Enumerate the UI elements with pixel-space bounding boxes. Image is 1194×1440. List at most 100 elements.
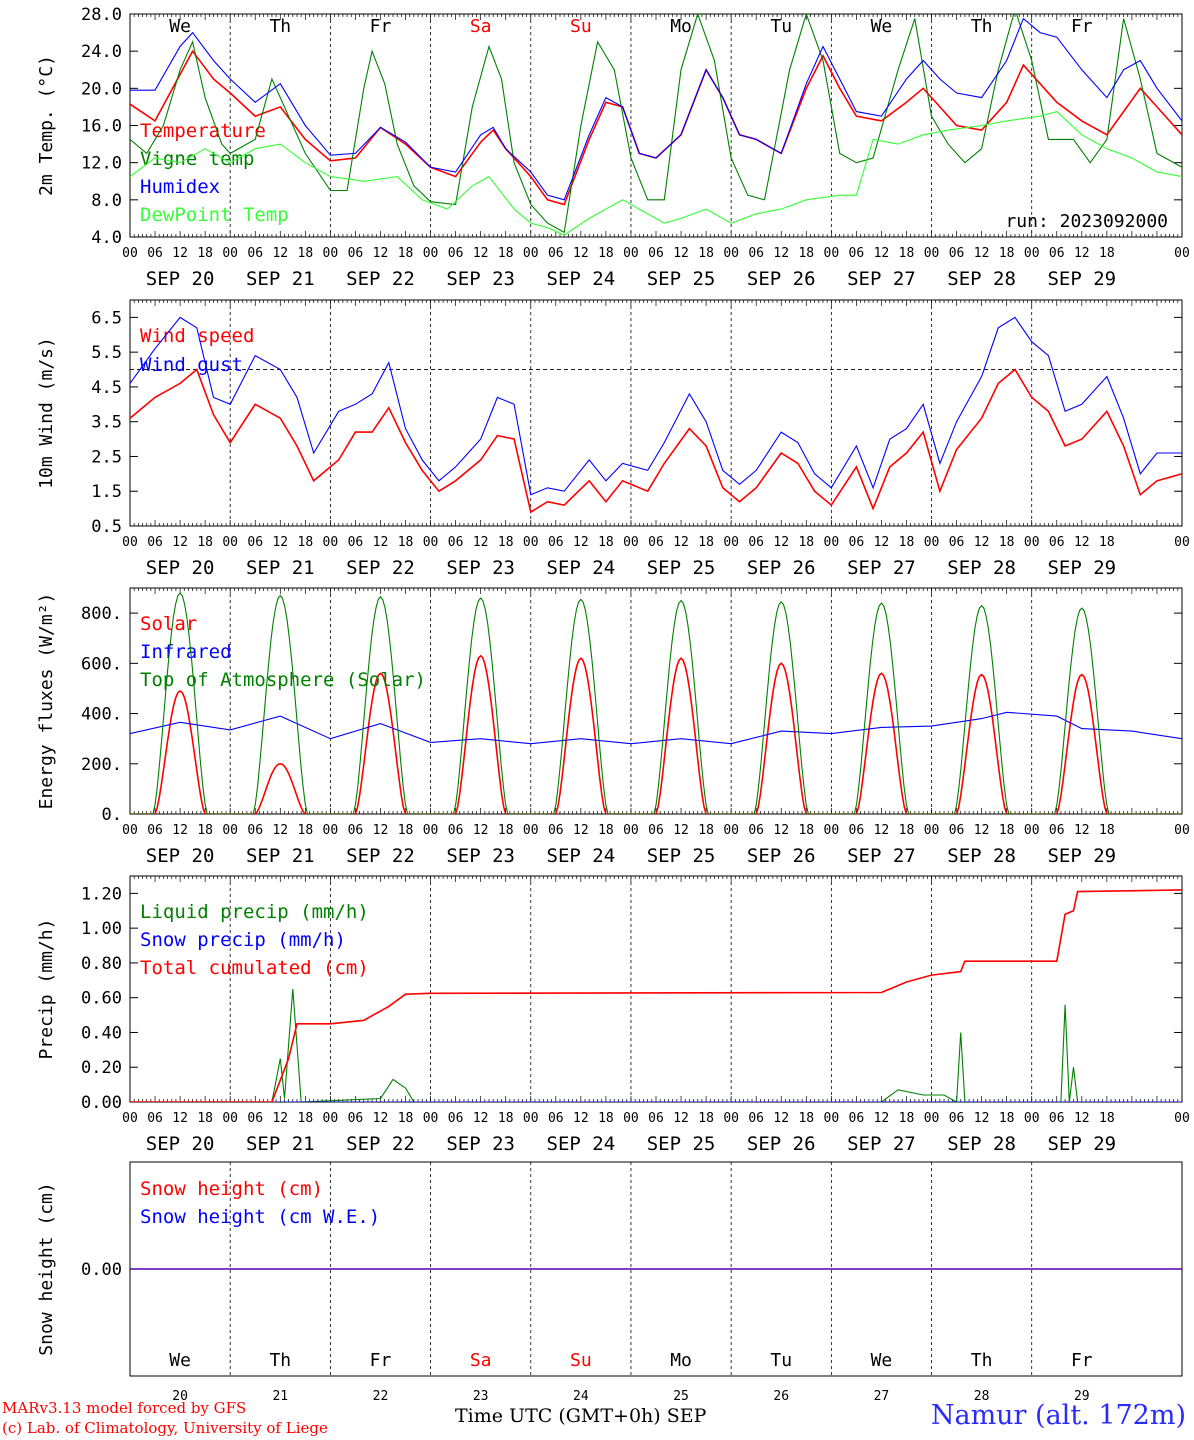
hour-label: 00: [122, 823, 138, 838]
weekday-label: Th: [269, 16, 291, 37]
hour-label: 12: [373, 1111, 389, 1126]
plot-frame: [129, 299, 1183, 527]
hour-label: 12: [473, 535, 489, 550]
hour-label: 06: [448, 246, 464, 261]
hour-label: 06: [648, 823, 664, 838]
hour-label: 18: [1099, 1111, 1115, 1126]
hour-label: 00: [323, 535, 339, 550]
date-label: SEP 29: [1047, 1133, 1116, 1155]
hour-label: 06: [247, 1111, 263, 1126]
hour-label: 12: [874, 823, 890, 838]
hour-label: 12: [974, 823, 990, 838]
day-number: 28: [974, 1389, 990, 1404]
hour-label: 18: [598, 1111, 614, 1126]
hour-label: 06: [548, 1111, 564, 1126]
hour-label: 18: [197, 823, 213, 838]
day-number: 29: [1074, 1389, 1090, 1404]
hour-label: 12: [974, 535, 990, 550]
y-tick-label: 0.: [102, 805, 122, 825]
hour-label: 18: [197, 1111, 213, 1126]
hour-label: 00: [623, 1111, 639, 1126]
hour-label: 12: [172, 535, 188, 550]
date-label: SEP 27: [847, 1133, 916, 1155]
hour-label: 00: [924, 535, 940, 550]
date-label: SEP 26: [747, 1133, 816, 1155]
legend-entry: Humidex: [140, 176, 220, 198]
y-axis-title: Energy fluxes (W/m²): [36, 593, 57, 810]
hour-label: 00: [523, 246, 539, 261]
y-tick-label: 24.0: [81, 42, 122, 62]
hour-label: 00: [1174, 246, 1190, 261]
weekday-label: We: [871, 1350, 893, 1371]
hour-label: 00: [723, 246, 739, 261]
series-line: [130, 316, 1182, 496]
hour-label: 18: [298, 246, 314, 261]
weekday-label: Fr: [1071, 16, 1093, 37]
legend-entry: Infrared: [140, 641, 232, 663]
weekday-label: We: [871, 16, 893, 37]
day-number: 22: [373, 1389, 389, 1404]
date-label: SEP 21: [246, 557, 315, 579]
legend-entry: Snow precip (mm/h): [140, 929, 346, 951]
date-label: SEP 22: [346, 557, 415, 579]
date-label: SEP 22: [346, 1133, 415, 1155]
hour-label: 00: [122, 535, 138, 550]
hour-label: 06: [348, 823, 364, 838]
hour-label: 06: [147, 823, 163, 838]
legend-entry: Top of Atmosphere (Solar): [140, 669, 426, 691]
series-line: [130, 49, 1182, 206]
hour-label: 06: [648, 1111, 664, 1126]
hour-label: 06: [648, 246, 664, 261]
date-label: SEP 28: [947, 268, 1016, 290]
date-label: SEP 25: [647, 845, 716, 867]
hour-label: 18: [197, 535, 213, 550]
hour-label: 00: [824, 1111, 840, 1126]
y-axis-title: Precip (mm/h): [36, 919, 57, 1060]
hour-label: 06: [849, 535, 865, 550]
hour-label: 18: [498, 246, 514, 261]
hour-label: 18: [498, 823, 514, 838]
y-tick-label: 0.5: [91, 517, 122, 537]
hour-label: 18: [1099, 246, 1115, 261]
hour-label: 06: [448, 823, 464, 838]
hour-label: 00: [423, 1111, 439, 1126]
hour-label: 12: [673, 535, 689, 550]
hour-label: 18: [398, 1111, 414, 1126]
hour-label: 18: [598, 535, 614, 550]
series-line: [130, 17, 1182, 201]
legend-entry: Total cumulated (cm): [140, 957, 369, 979]
hour-label: 00: [122, 246, 138, 261]
hour-label: 18: [298, 823, 314, 838]
legend-entry: DewPoint Temp: [140, 204, 289, 226]
hour-label: 00: [623, 823, 639, 838]
hour-label: 00: [122, 1111, 138, 1126]
hour-label: 06: [849, 246, 865, 261]
weekday-label: Su: [570, 1350, 592, 1371]
panel-2: 0.5 1.5 2.5 3.5 4.5 5.5 6.5 10m Wind (m/s) Wind …: [36, 299, 1190, 579]
hour-label: 06: [949, 1111, 965, 1126]
day-number: 23: [473, 1389, 489, 1404]
hour-label: 18: [999, 246, 1015, 261]
x-axis-caption: Time UTC (GMT+0h) SEP: [455, 1405, 707, 1427]
date-label: SEP 27: [847, 557, 916, 579]
hour-label: 18: [698, 246, 714, 261]
date-label: SEP 25: [647, 268, 716, 290]
hour-label: 00: [824, 246, 840, 261]
y-tick-label: 28.0: [81, 5, 122, 25]
legend-entry: Snow height (cm): [140, 1178, 323, 1200]
y-tick-label: 800.: [81, 604, 122, 624]
hour-label: 18: [298, 535, 314, 550]
hour-label: 00: [1174, 1111, 1190, 1126]
hour-label: 12: [573, 246, 589, 261]
y-tick-label: 0.40: [81, 1023, 122, 1043]
series-line: [130, 14, 1182, 234]
hour-label: 12: [673, 246, 689, 261]
date-label: SEP 20: [146, 557, 215, 579]
hour-label: 00: [423, 246, 439, 261]
y-tick-label: 5.5: [91, 343, 122, 363]
date-label: SEP 28: [947, 845, 1016, 867]
legend-entry: Liquid precip (mm/h): [140, 901, 369, 923]
date-label: SEP 28: [947, 1133, 1016, 1155]
date-label: SEP 27: [847, 268, 916, 290]
